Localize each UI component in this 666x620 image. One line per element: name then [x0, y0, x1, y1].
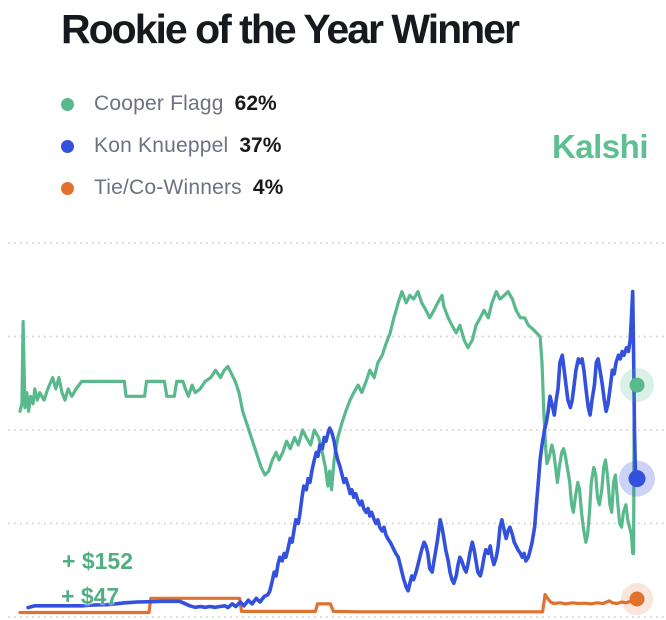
endpoint-dot-tie-co-winners — [629, 591, 645, 607]
legend-value: 37% — [239, 134, 282, 157]
profit-annotation-secondary: + $47 — [61, 583, 120, 609]
legend-label: Kon Knueppel — [94, 134, 229, 157]
series-line-kon-knueppel — [26, 289, 639, 610]
legend-label: Tie/Co-Winners — [94, 176, 242, 199]
series-dot-icon — [61, 97, 74, 111]
series-dot-icon — [61, 139, 74, 153]
series-line-cooper-flagg — [18, 290, 639, 556]
legend-item-kon-knueppel: Kon Knueppel 37% — [61, 125, 283, 167]
profit-annotation-primary: + $152 — [62, 548, 133, 574]
legend: Cooper Flagg 62% Kon Knueppel 37% Tie/Co… — [61, 83, 283, 209]
kalshi-logo: Kalshi — [551, 128, 649, 165]
series-dot-icon — [61, 181, 74, 195]
legend-value: 4% — [252, 176, 284, 199]
endpoint-dot-kon-knueppel — [628, 470, 646, 488]
legend-item-cooper-flagg: Cooper Flagg 62% — [61, 83, 283, 125]
page-title: Rookie of the Year Winner — [61, 6, 520, 52]
series-line-tie-co-winners — [18, 592, 639, 615]
legend-item-tie-co-winners: Tie/Co-Winners 4% — [61, 167, 283, 209]
legend-label: Cooper Flagg — [94, 92, 224, 115]
legend-value: 62% — [234, 92, 277, 115]
endpoint-dot-cooper-flagg — [629, 377, 645, 393]
